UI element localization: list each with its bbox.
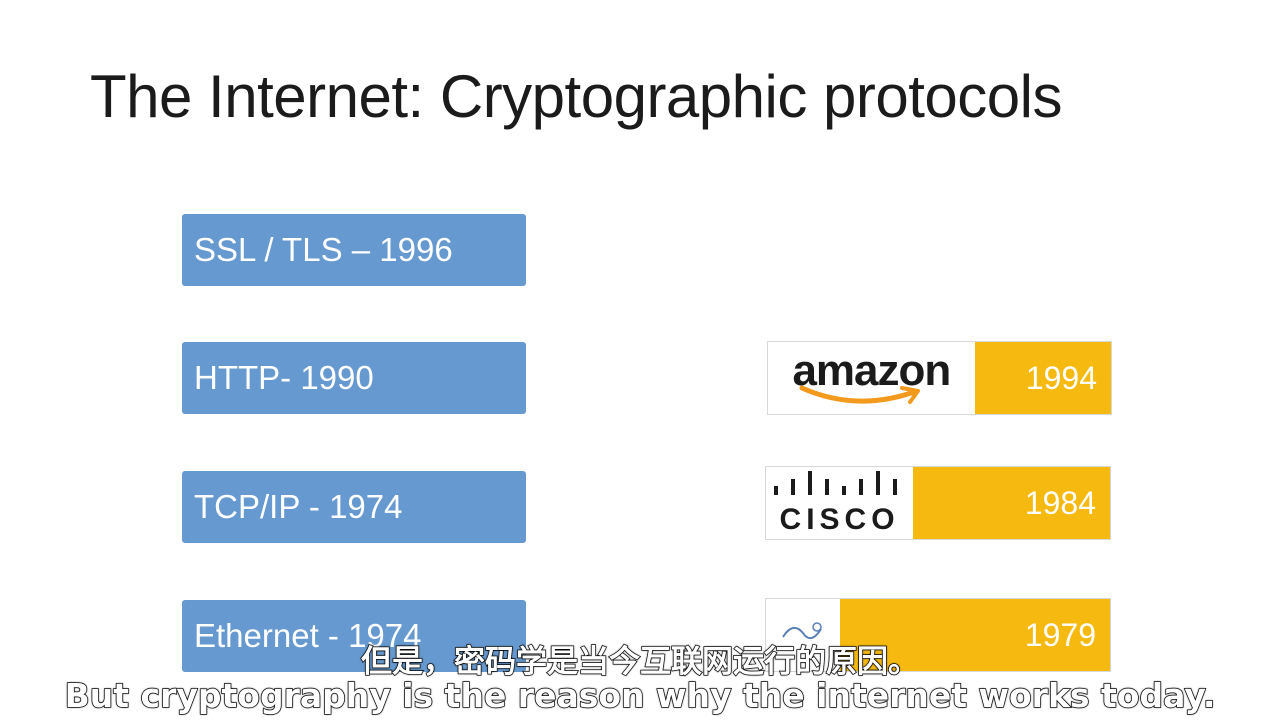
company-row-cisco: CISCO 1984 bbox=[765, 466, 1111, 540]
protocol-box-ssl-tls: SSL / TLS – 1996 bbox=[182, 214, 526, 286]
subtitle-chinese: 但是，密码学是当今互联网运行的原因。 bbox=[360, 643, 920, 681]
company-row-amazon: amazon 1994 bbox=[767, 341, 1112, 415]
cisco-bars-icon bbox=[773, 471, 897, 495]
amazon-smile-icon bbox=[799, 385, 920, 404]
subtitle-english: But cryptography is the reason why the i… bbox=[64, 675, 1216, 716]
protocol-box-ethernet: Ethernet - 1974 bbox=[182, 600, 526, 672]
protocol-box-tcp-ip: TCP/IP - 1974 bbox=[182, 471, 526, 543]
company-year-third: 1979 bbox=[839, 599, 1110, 671]
partial-logo-icon bbox=[766, 599, 840, 671]
company-year-amazon: 1994 bbox=[974, 342, 1111, 414]
slide-title: The Internet: Cryptographic protocols bbox=[90, 63, 1063, 130]
amazon-logo-text: amazon bbox=[792, 346, 951, 395]
company-row-third: 1979 bbox=[765, 598, 1111, 672]
cisco-logo-text: CISCO bbox=[779, 503, 900, 536]
swirl-icon bbox=[781, 622, 822, 640]
cisco-logo-icon: CISCO bbox=[766, 467, 914, 539]
company-year-cisco: 1984 bbox=[913, 467, 1110, 539]
amazon-logo-icon: amazon bbox=[768, 342, 975, 414]
protocol-box-http: HTTP- 1990 bbox=[182, 342, 526, 414]
